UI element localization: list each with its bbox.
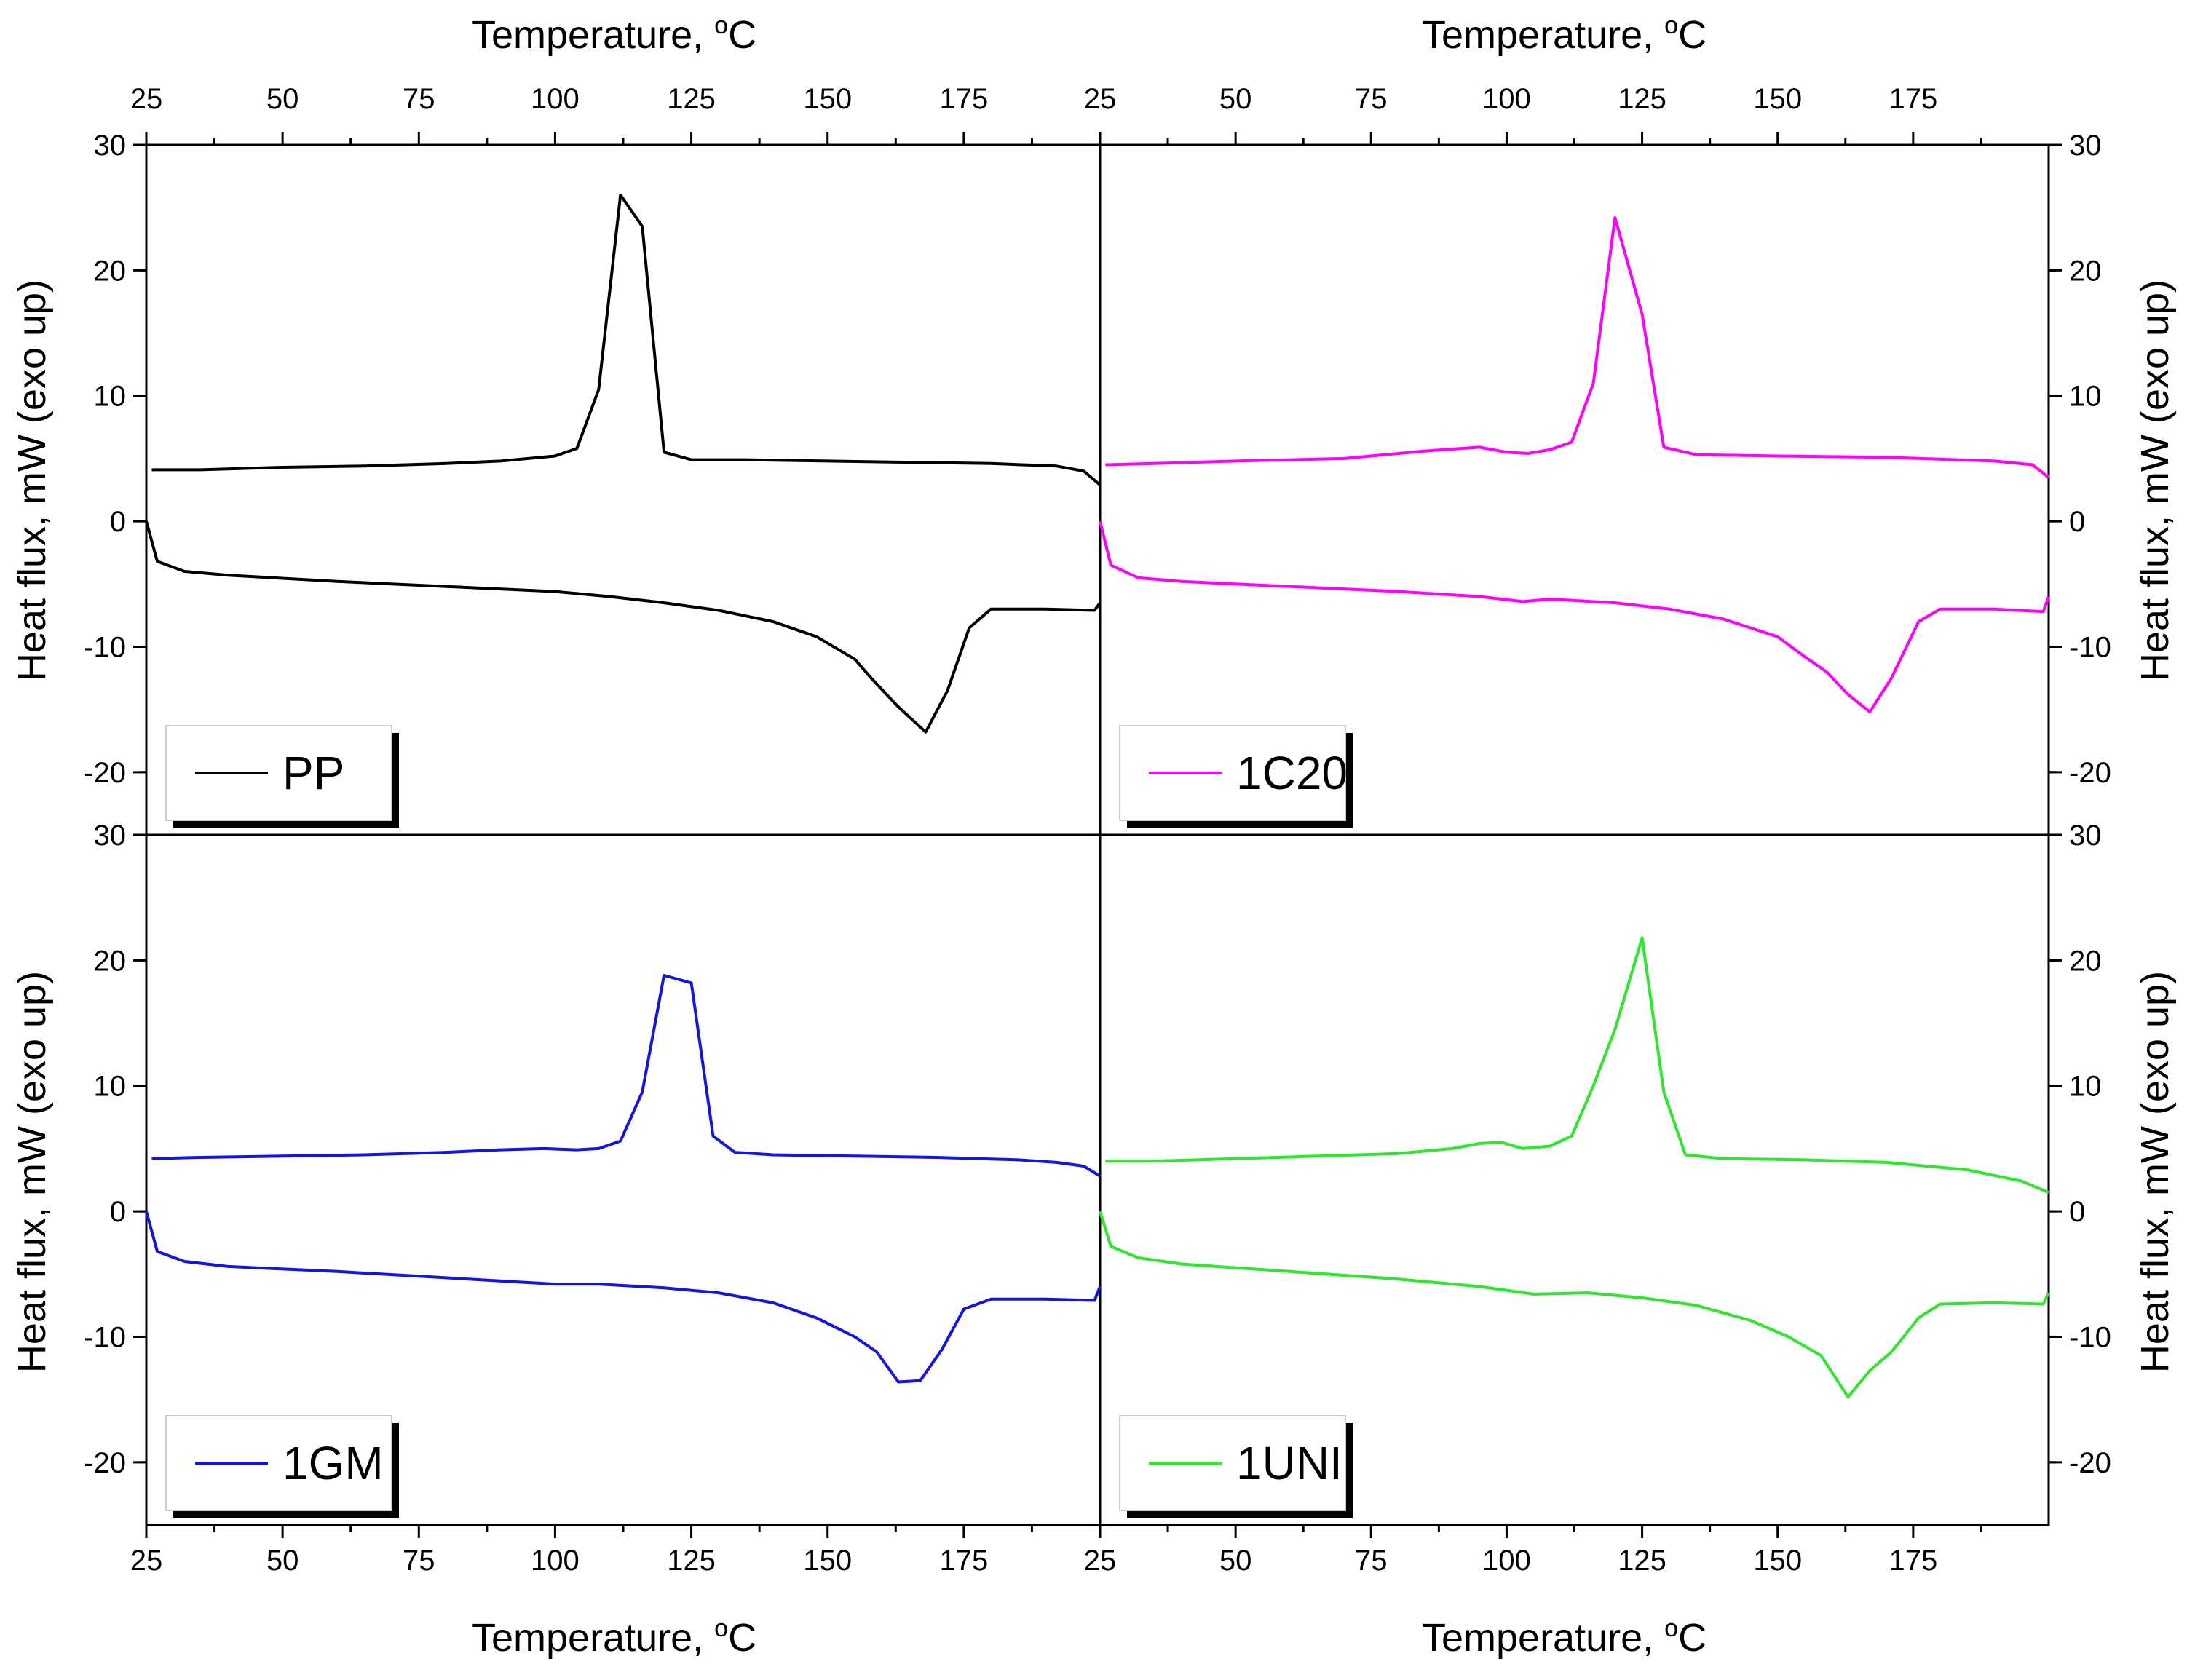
x-tick-label: 175 (1889, 83, 1937, 115)
bottom-left-x-axis-title: Temperature, oC (472, 1614, 756, 1660)
x-tick-label: 75 (403, 1545, 435, 1577)
y-tick-label: 30 (2069, 820, 2102, 852)
y-tick-label: -20 (2069, 757, 2111, 789)
x-tick-label: 50 (1219, 1545, 1252, 1577)
x-tick-label: 175 (939, 1545, 988, 1577)
y-tick-label: 30 (94, 130, 127, 162)
x-tick-label: 50 (266, 83, 299, 115)
x-tick-label: 50 (1219, 83, 1252, 115)
y-tick-label: 10 (2069, 1071, 2102, 1103)
bottom-right-series-cooling-line (1105, 936, 2049, 1194)
x-tick-label: 75 (403, 83, 435, 115)
x-tick-label: 100 (1482, 83, 1531, 115)
top-right-series-cooling-line (1105, 216, 2050, 479)
y-tick-label: 10 (2069, 381, 2102, 413)
x-tick-label: 100 (531, 83, 580, 115)
x-tick-label: 125 (667, 1545, 716, 1577)
top-left-series-cooling-line (151, 193, 1102, 486)
y-tick-label: 30 (94, 820, 127, 852)
right-top-y-axis-title: Heat flux, mW (exo up) (2133, 280, 2177, 681)
y-tick-label: 10 (94, 1071, 127, 1103)
y-tick-label: 30 (2069, 130, 2102, 162)
y-tick-label: -20 (2069, 1447, 2111, 1479)
x-tick-label: 150 (1753, 1545, 1802, 1577)
y-tick-label: -10 (2069, 1321, 2111, 1353)
x-tick-label: 125 (1618, 1545, 1666, 1577)
x-tick-label: 150 (803, 83, 852, 115)
bottom-left-series-heating-line (145, 1211, 1102, 1384)
y-tick-label: -20 (84, 1447, 126, 1479)
x-tick-label: 125 (1618, 83, 1666, 115)
x-tick-label: 175 (1889, 1545, 1937, 1577)
x-tick-label: 25 (1084, 1545, 1117, 1577)
top-right-series-heating-line (1099, 520, 2050, 714)
x-tick-label: 25 (130, 83, 163, 115)
top-left-series-heating-line (145, 520, 1102, 734)
x-tick-label: 100 (1482, 1545, 1531, 1577)
x-tick-label: 25 (130, 1545, 163, 1577)
x-tick-label: 75 (1355, 1545, 1388, 1577)
bottom-right-series-heating-line (1099, 1211, 2050, 1399)
y-tick-label: -20 (84, 757, 126, 789)
x-tick-label: 150 (803, 1545, 852, 1577)
top-right-x-axis-title: Temperature, oC (1422, 12, 1706, 57)
bottom-left-series-cooling-line (151, 974, 1102, 1178)
x-tick-label: 150 (1753, 83, 1802, 115)
y-tick-label: -10 (2069, 631, 2111, 663)
bottom-right-x-axis-title: Temperature, oC (1422, 1614, 1706, 1660)
right-bottom-y-axis-title: Heat flux, mW (exo up) (2133, 971, 2177, 1373)
top-left-x-axis-title: Temperature, oC (472, 12, 756, 57)
x-tick-label: 75 (1355, 83, 1388, 115)
x-tick-label: 100 (531, 1545, 580, 1577)
x-tick-label: 175 (939, 83, 988, 115)
legend-label: PP (282, 747, 344, 799)
y-tick-label: 0 (2069, 506, 2085, 538)
y-tick-label: 0 (110, 1196, 126, 1228)
x-tick-label: 50 (266, 1545, 299, 1577)
left-top-y-axis-title: Heat flux, mW (exo up) (10, 280, 54, 681)
x-tick-label: 25 (1084, 83, 1117, 115)
legend-label: 1UNI (1236, 1437, 1342, 1489)
y-tick-label: 20 (2069, 945, 2102, 977)
plot-layer (145, 193, 2050, 1399)
y-tick-label: 20 (94, 945, 127, 977)
left-bottom-y-axis-title: Heat flux, mW (exo up) (10, 971, 54, 1373)
y-tick-label: 10 (94, 381, 127, 413)
legend-label: 1C20 (1236, 747, 1348, 799)
y-tick-label: -10 (84, 631, 126, 663)
y-tick-label: 0 (2069, 1196, 2085, 1228)
x-tick-label: 125 (667, 83, 716, 115)
y-tick-label: 20 (94, 255, 127, 287)
y-tick-label: -10 (84, 1321, 126, 1353)
y-tick-label: 20 (2069, 255, 2102, 287)
legend-layer: PP 1C20 1GM 1UNI (165, 725, 1353, 1518)
y-tick-label: 0 (110, 506, 126, 538)
legend-label: 1GM (282, 1437, 384, 1489)
